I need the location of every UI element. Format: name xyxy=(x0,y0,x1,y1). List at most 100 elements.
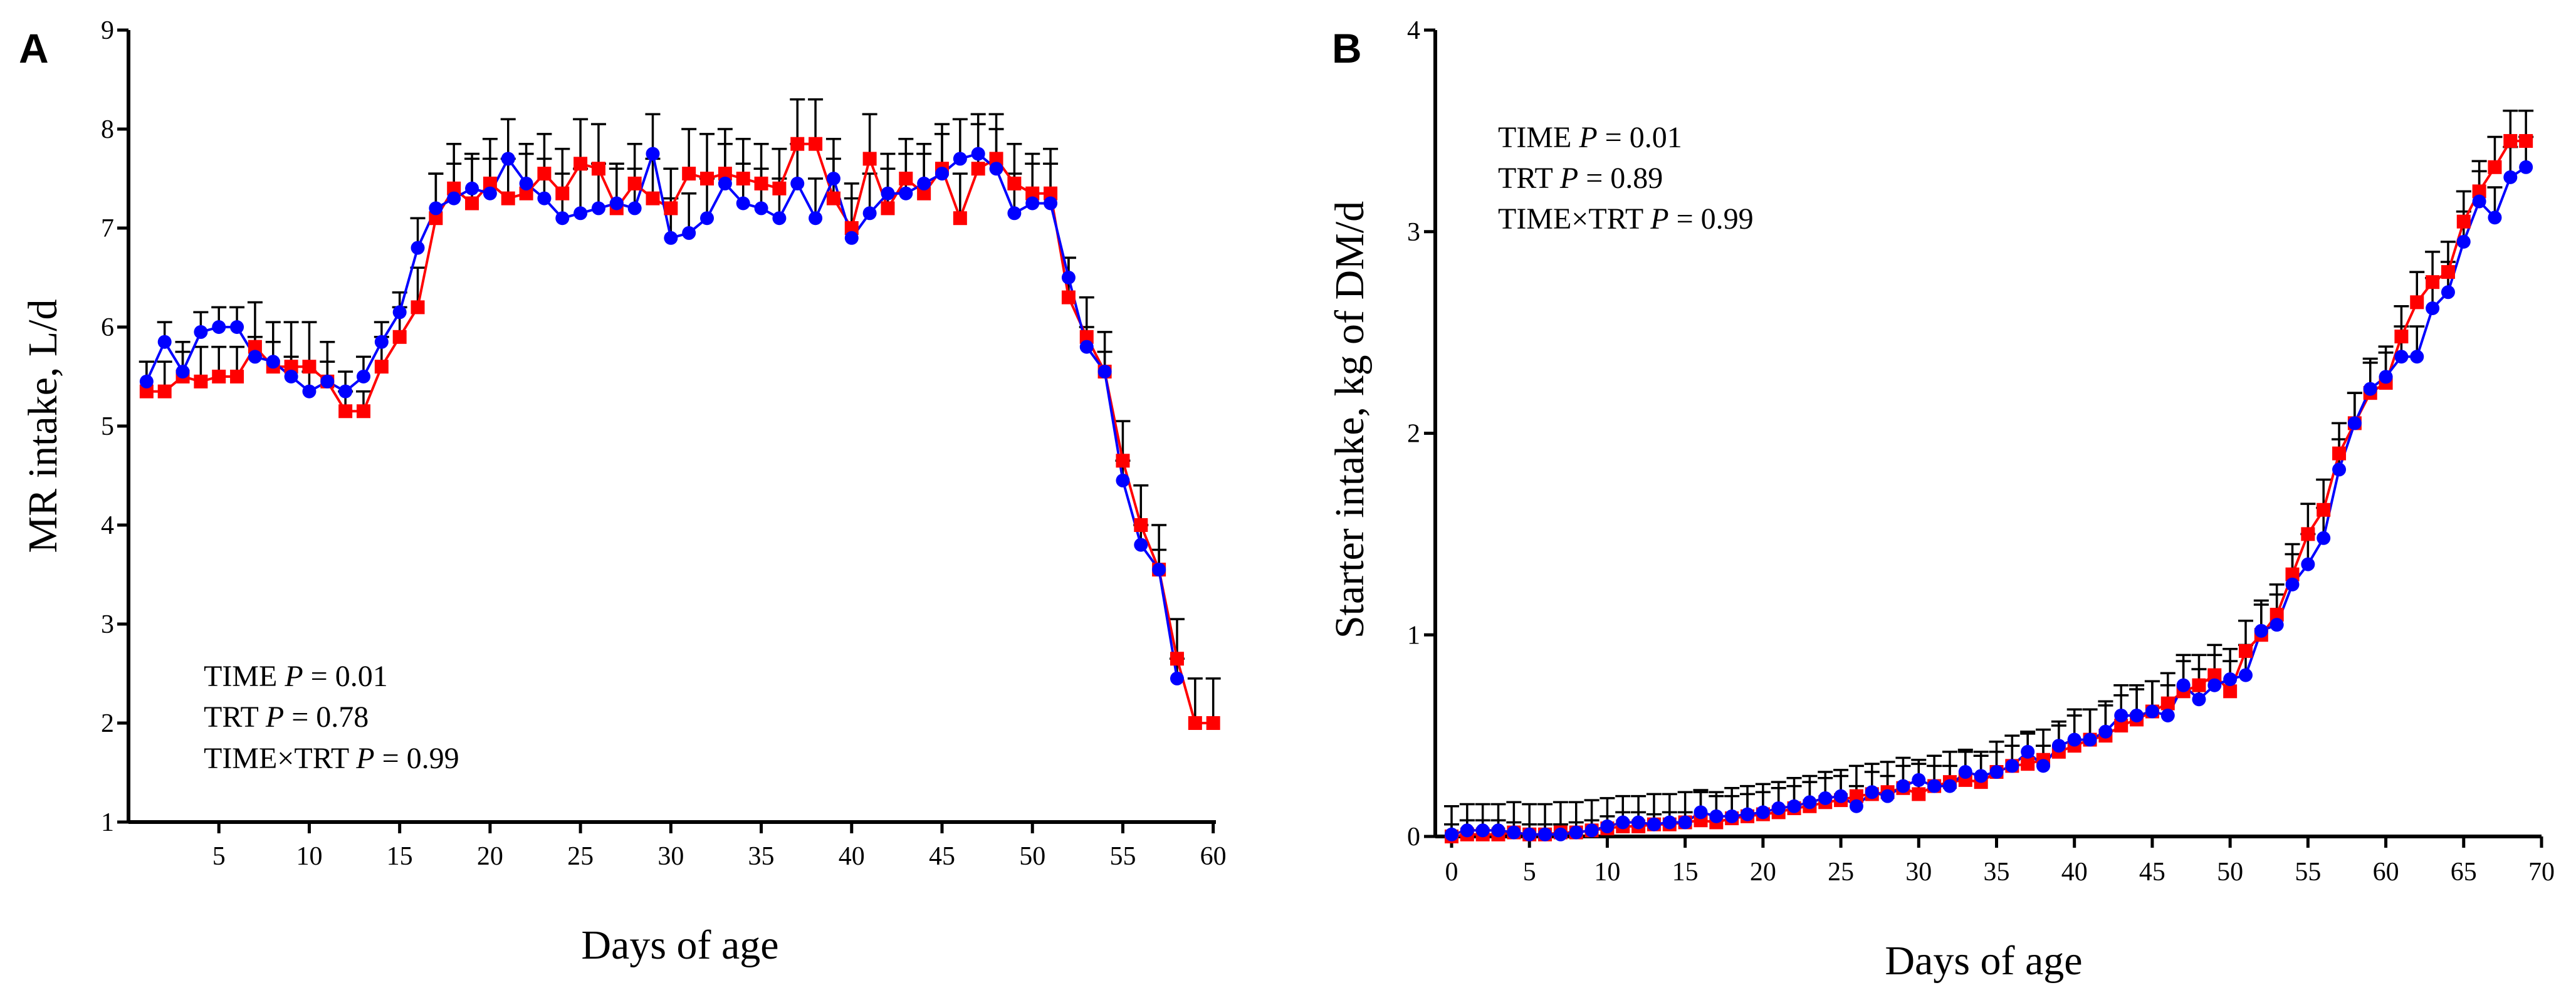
blue-point xyxy=(2285,577,2300,591)
red-point xyxy=(682,167,696,181)
blue-point xyxy=(772,211,787,226)
red-point xyxy=(718,167,732,181)
blue-point xyxy=(971,147,985,161)
red-point xyxy=(1007,176,1022,190)
blue-point xyxy=(935,167,950,181)
y-tick-label-3: 3 xyxy=(1407,218,1420,247)
red-point xyxy=(447,181,461,195)
x-tick-label-10: 10 xyxy=(296,842,322,871)
red-point xyxy=(2456,214,2471,229)
blue-point xyxy=(2332,462,2347,477)
x-tick-label-25: 25 xyxy=(567,842,594,871)
y-tick-label-0: 0 xyxy=(1407,823,1420,851)
blue-point xyxy=(2005,759,2019,773)
blue-point xyxy=(862,206,877,221)
y-tick-label-2: 2 xyxy=(1407,420,1420,449)
red-point xyxy=(1188,716,1202,730)
red-point xyxy=(2394,330,2409,344)
blue-point xyxy=(1647,817,1661,831)
panel-a-y-ticks: 1 2 3 4 5 6 7 8 9 xyxy=(101,16,128,837)
x-tick-label-35: 35 xyxy=(1984,858,2010,887)
red-point xyxy=(194,374,208,388)
panel-b-stat-interaction: TIME×TRT P = 0.99 xyxy=(1498,202,1754,236)
red-point xyxy=(2426,275,2440,289)
red-point xyxy=(411,300,425,315)
panel-b-series-lines xyxy=(1451,140,2527,838)
blue-point xyxy=(320,374,335,388)
red-point xyxy=(2238,643,2253,658)
blue-point xyxy=(1787,799,1801,813)
blue-point xyxy=(2426,301,2440,316)
blue-point xyxy=(591,201,605,216)
red-point xyxy=(139,384,154,398)
red-point xyxy=(826,191,840,206)
blue-point xyxy=(2176,678,2191,692)
y-tick-label-3: 3 xyxy=(101,610,114,639)
x-tick-label-5: 5 xyxy=(212,842,226,871)
red-point xyxy=(519,186,533,200)
blue-point xyxy=(989,162,1003,176)
red-point xyxy=(537,167,552,181)
red-point xyxy=(790,137,805,151)
blue-point xyxy=(2519,160,2533,174)
blue-point xyxy=(1044,196,1058,211)
blue-point xyxy=(501,152,515,166)
blue-point xyxy=(447,191,461,206)
blue-point xyxy=(1600,819,1615,833)
blue-point xyxy=(1116,473,1130,487)
blue-point xyxy=(1896,779,1910,793)
blue-point xyxy=(1741,807,1755,821)
red-point xyxy=(465,196,479,211)
red-point xyxy=(374,360,389,374)
red-point xyxy=(1116,454,1130,468)
blue-point xyxy=(1569,825,1583,840)
x-tick-label-5: 5 xyxy=(1523,858,1536,887)
blue-point xyxy=(1662,815,1677,830)
blue-point xyxy=(266,355,280,369)
panel-a-stat-time: TIME P = 0.01 xyxy=(204,660,388,693)
panel-b: B 0 1 2 3 4 0 5 10 15 20 25 30 35 40 45 50 55 60 65 70 Sta… xyxy=(1327,16,2555,984)
red-point xyxy=(917,186,931,200)
blue-point xyxy=(2456,234,2471,249)
blue-point xyxy=(1134,538,1148,552)
blue-point xyxy=(1709,809,1724,823)
red-point xyxy=(627,176,642,190)
blue-point xyxy=(754,201,768,216)
blue-point xyxy=(2130,708,2144,722)
red-point xyxy=(2317,502,2331,517)
x-tick-label-45: 45 xyxy=(929,842,955,871)
red-series-line xyxy=(1451,140,2526,838)
panel-b-x-axis-title: Days of age xyxy=(1885,938,2082,984)
blue-point xyxy=(284,370,298,383)
red-point xyxy=(1849,789,1863,803)
y-tick-label-2: 2 xyxy=(101,709,114,738)
blue-point xyxy=(1849,799,1863,813)
red-point xyxy=(2472,184,2486,199)
blue-point xyxy=(157,335,172,349)
blue-point xyxy=(555,211,570,226)
blue-point xyxy=(2036,759,2051,773)
x-tick-label-30: 30 xyxy=(1905,858,1932,887)
red-point xyxy=(1079,330,1094,344)
red-point xyxy=(700,172,715,185)
x-tick-label-50: 50 xyxy=(2217,858,2243,887)
blue-point xyxy=(2301,557,2315,571)
panel-b-stat-trt: TRT P = 0.89 xyxy=(1498,162,1663,195)
y-tick-label-1: 1 xyxy=(101,808,114,837)
panel-a-stat-interaction: TIME×TRT P = 0.99 xyxy=(204,742,459,775)
blue-point xyxy=(2503,170,2518,184)
red-point xyxy=(971,162,985,176)
x-tick-label-15: 15 xyxy=(1672,858,1699,887)
blue-point xyxy=(2488,211,2502,225)
blue-point xyxy=(1771,801,1786,815)
red-point xyxy=(2488,160,2502,174)
blue-point xyxy=(1507,825,1521,840)
blue-point xyxy=(1475,823,1490,838)
x-tick-label-60: 60 xyxy=(1200,842,1227,871)
blue-point xyxy=(2223,672,2238,687)
blue-point xyxy=(429,201,443,216)
x-tick-label-50: 50 xyxy=(1019,842,1045,871)
red-point xyxy=(2021,757,2035,771)
blue-point xyxy=(1818,791,1833,805)
red-point xyxy=(1170,652,1184,666)
